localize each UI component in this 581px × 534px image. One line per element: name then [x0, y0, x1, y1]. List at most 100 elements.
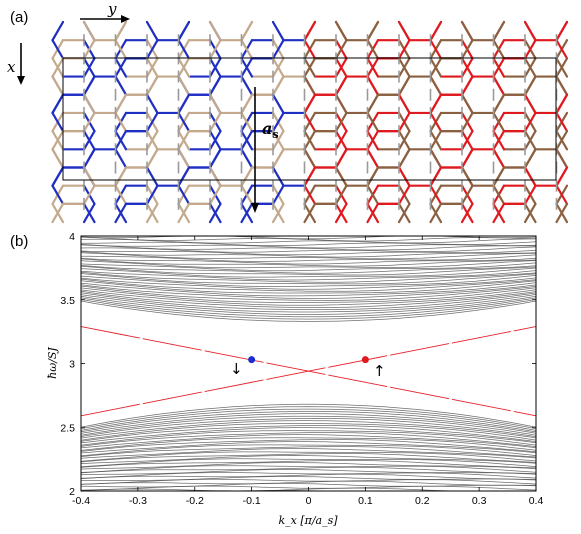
lattice-bond [114, 202, 128, 224]
x-tick-label: 0.4 [529, 495, 544, 507]
bulk-band-upper [81, 246, 536, 253]
lattice-bond [177, 75, 191, 96]
lattice-bond [523, 148, 537, 169]
bulk-band-lower [81, 469, 536, 476]
bulk-band-lower [81, 455, 536, 464]
lattice-bond [460, 148, 474, 169]
lattice-bond [177, 184, 191, 205]
bulk-band-lower [81, 473, 536, 480]
lattice-bond [523, 20, 537, 42]
bulk-band-lower [81, 434, 536, 449]
lattice-bond [429, 166, 443, 187]
lattice-bond [145, 57, 159, 78]
lattice-bond [397, 184, 411, 205]
lattice-bond [366, 75, 380, 96]
lattice-bond [303, 39, 317, 60]
panel-a-label: (a) [10, 9, 28, 26]
lattice-bond [177, 130, 191, 151]
lattice-bond [303, 75, 317, 96]
bulk-band-upper [81, 238, 536, 244]
lattice-bond [271, 148, 285, 169]
bulk-band-upper [81, 292, 536, 310]
bulk-band-upper [81, 284, 536, 299]
lattice-bond [51, 57, 65, 78]
lattice-bond [303, 20, 317, 42]
bulk-band-lower [81, 406, 536, 430]
lattice-bond [366, 184, 380, 205]
bulk-band-lower [81, 423, 536, 441]
lattice-bond [208, 130, 222, 151]
mode-points [248, 356, 369, 364]
bulk-band-lower [81, 446, 536, 458]
lattice-bond [82, 130, 96, 151]
lattice-bond [523, 111, 537, 133]
lattice-bond [492, 111, 506, 133]
lattice-bond [555, 202, 569, 224]
arrow-up-label: ↑ [373, 362, 386, 380]
lattice-bond [429, 202, 443, 224]
bulk-band-lower [81, 439, 536, 453]
lattice-bond [555, 184, 569, 205]
bulk-band-lower [81, 462, 536, 470]
lattice-bond [303, 202, 317, 224]
bulk-band-upper [81, 224, 536, 227]
lattice-bond [208, 184, 222, 205]
lattice-bond [334, 148, 348, 169]
lattice-bond [240, 20, 254, 42]
lattice-bond [271, 39, 285, 60]
lattice-bond [303, 111, 317, 133]
lattice-bond [177, 148, 191, 169]
lattice-bond [145, 184, 159, 205]
bulk-band-lower [81, 453, 536, 463]
lattice-bond [240, 39, 254, 60]
lattice-bond [429, 148, 443, 169]
lattice-bond [82, 93, 96, 115]
lattice-bond [82, 184, 96, 205]
lattice-bond [208, 148, 222, 169]
bulk-band-upper [81, 299, 536, 320]
lattice-bond [240, 148, 254, 169]
bulk-band-lower [81, 403, 536, 428]
x-tick-label: -0.1 [243, 495, 261, 507]
bulk-band-upper [81, 289, 536, 306]
bulk-band-upper [81, 254, 536, 262]
bulk-band-lower [81, 458, 536, 468]
lattice-bond [460, 20, 474, 42]
bulk-band-lower [81, 441, 536, 454]
lattice-bond [334, 93, 348, 115]
lattice-bond [114, 20, 128, 42]
lattice-bond [51, 39, 65, 60]
lattice-bond [114, 184, 128, 205]
panel-b-label: (b) [10, 233, 28, 250]
bulk-band-upper [81, 262, 536, 272]
lattice-bond [177, 202, 191, 224]
bulk-band-lower [81, 444, 536, 457]
lattice-bond [460, 75, 474, 96]
lattice-bond [240, 184, 254, 205]
bulk-band-upper [81, 271, 536, 283]
lattice-bond [429, 93, 443, 115]
lattice-bond [397, 20, 411, 42]
lattice-bond [114, 57, 128, 78]
lattice-bond [303, 57, 317, 78]
edge-modes [81, 326, 536, 417]
bulk-band-upper [81, 231, 536, 234]
bulk-band-upper [81, 294, 536, 313]
lattice-bond [208, 57, 222, 78]
lattice-bond [334, 57, 348, 78]
lattice-bond [145, 20, 159, 42]
lattice-bond [523, 57, 537, 78]
bulk-band-lower [81, 415, 536, 436]
lattice-bond [492, 130, 506, 151]
lattice-bond [208, 202, 222, 224]
lattice-bond [145, 111, 159, 133]
bulk-band-lower [81, 448, 536, 459]
bulk-band-lower [81, 483, 536, 488]
lattice-bond [492, 184, 506, 205]
lattice-bond [460, 93, 474, 115]
lattice-bond [366, 39, 380, 60]
lattice-bond [429, 111, 443, 133]
lattice-bond [240, 75, 254, 96]
lattice-bond [397, 148, 411, 169]
bulk-band-upper [81, 278, 536, 292]
